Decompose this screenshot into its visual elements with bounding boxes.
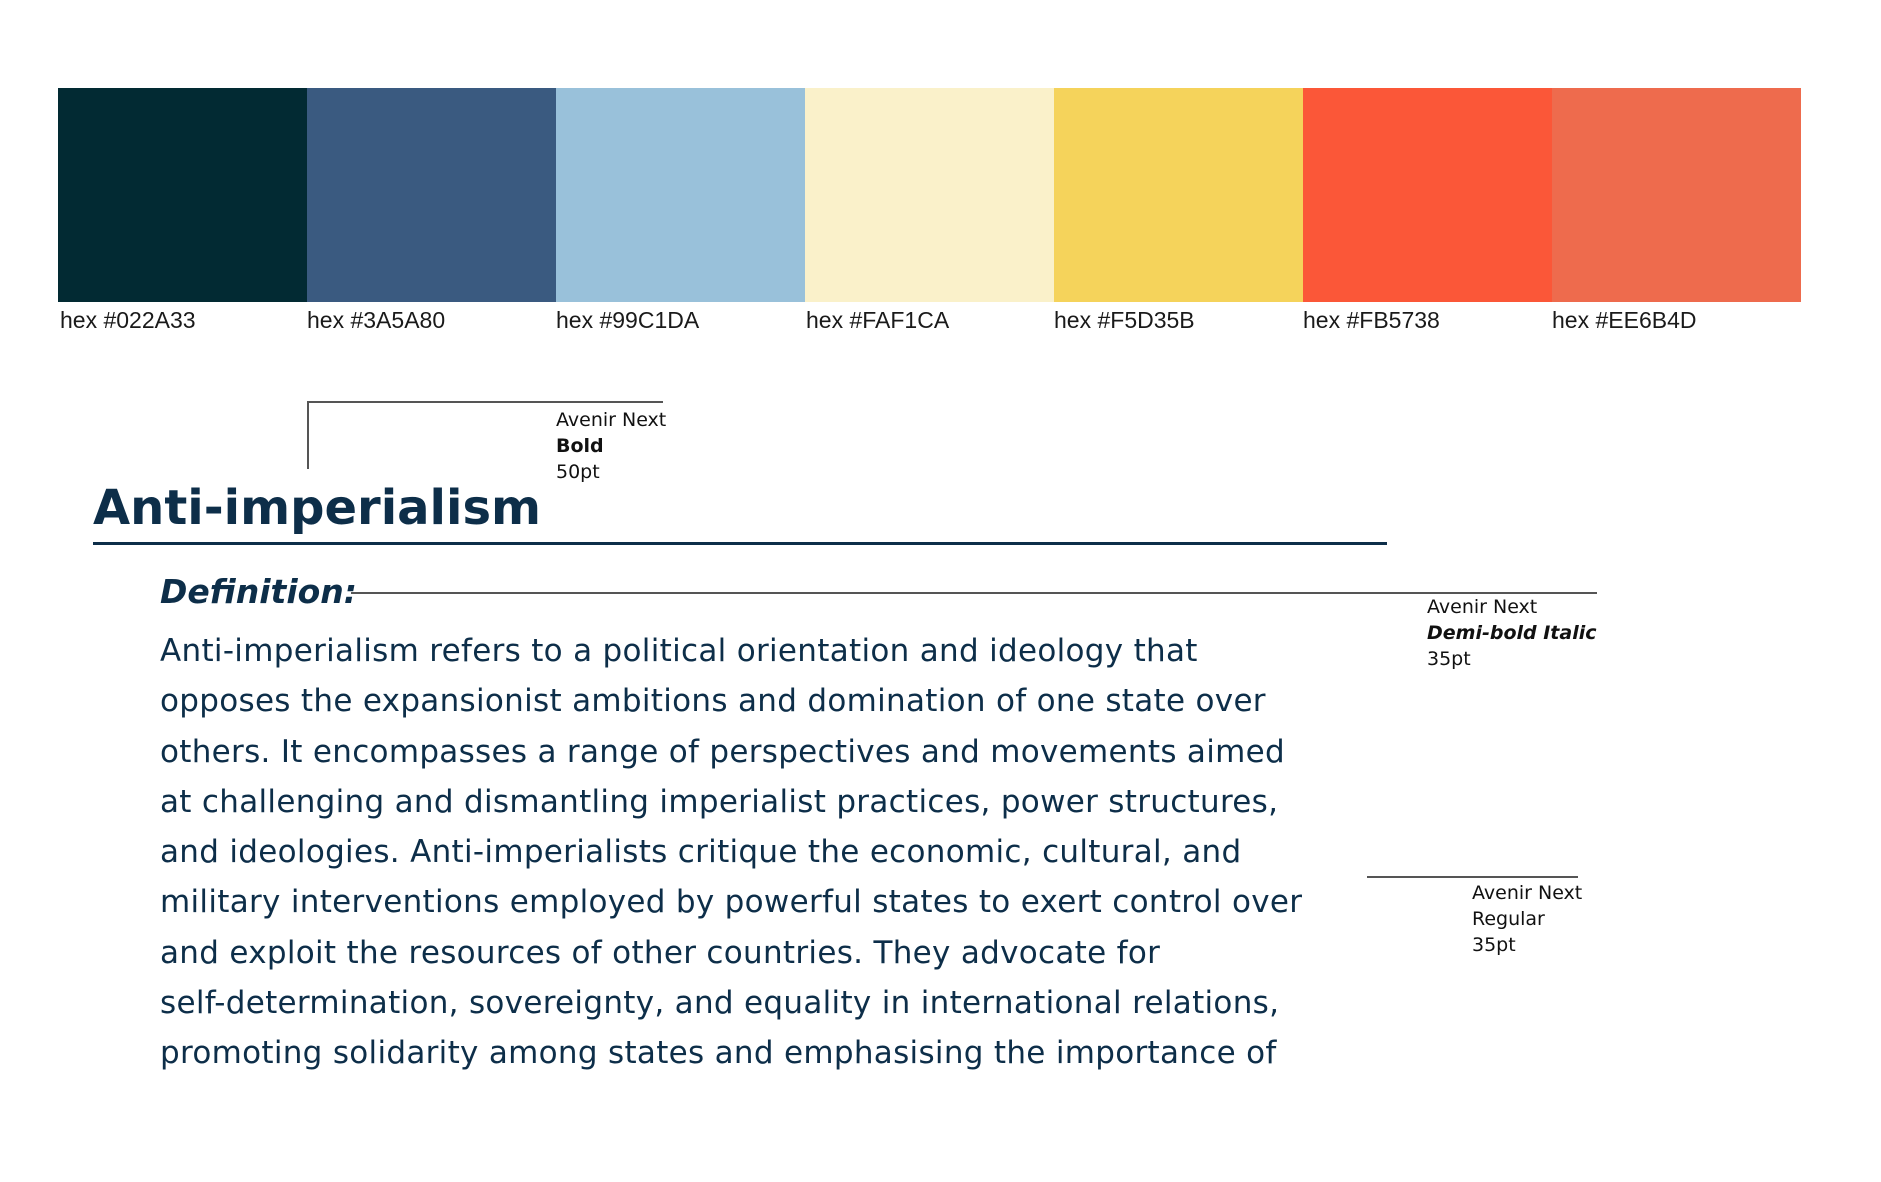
title-font-size: 50pt [556, 461, 600, 483]
title-font-family: Avenir Next [556, 409, 667, 431]
title-font-weight: Bold [556, 435, 604, 457]
body-line-9: promoting solidarity among states and em… [160, 1035, 1277, 1072]
page-title: Anti-imperialism [93, 480, 542, 536]
swatch-1 [58, 88, 307, 302]
definition-body: Anti-imperialism refers to a political o… [160, 626, 1400, 1079]
body-line-3: others. It encompasses a range of perspe… [160, 733, 1285, 770]
body-line-2: opposes the expansionist ambitions and d… [160, 683, 1266, 720]
hex-label-5: hex #F5D35B [1054, 307, 1195, 333]
body-font-size: 35pt [1472, 934, 1516, 956]
title-underline [93, 542, 1387, 545]
hex-label-2: hex #3A5A80 [307, 307, 446, 333]
body-line-8: self-determination, sovereignty, and equ… [160, 985, 1280, 1022]
body-font-weight: Regular [1472, 908, 1545, 930]
swatch-2 [307, 88, 556, 302]
title-annotation-vertical-line [307, 401, 309, 469]
hex-label-3: hex #99C1DA [556, 307, 700, 333]
hex-label-6: hex #FB5738 [1303, 307, 1440, 333]
title-font-annotation: Avenir Next Bold 50pt [556, 407, 666, 485]
body-font-annotation: Avenir Next Regular 35pt [1472, 880, 1582, 958]
body-line-5: and ideologies. Anti-imperialists critiq… [160, 834, 1242, 871]
subhead-font-weight: Demi-bold Italic [1427, 622, 1597, 644]
body-annotation-line [1367, 876, 1578, 878]
body-line-4: at challenging and dismantling imperiali… [160, 783, 1279, 820]
body-line-7: and exploit the resources of other count… [160, 934, 1161, 971]
subhead-font-annotation: Avenir Next Demi-bold Italic 35pt [1427, 594, 1597, 672]
subhead-font-family: Avenir Next [1427, 596, 1538, 618]
subhead-font-size: 35pt [1427, 648, 1471, 670]
hex-label-1: hex #022A33 [60, 307, 196, 333]
swatch-4 [805, 88, 1054, 302]
body-line-6: military interventions employed by power… [160, 884, 1303, 921]
title-annotation-horizontal-line [307, 401, 663, 403]
swatch-3 [556, 88, 805, 302]
swatch-5 [1054, 88, 1303, 302]
definition-heading: Definition: [160, 572, 358, 611]
swatch-6 [1303, 88, 1552, 302]
hex-label-7: hex #EE6B4D [1552, 307, 1697, 333]
definition-rule [351, 592, 1597, 594]
body-font-family: Avenir Next [1472, 882, 1583, 904]
body-line-1: Anti-imperialism refers to a political o… [160, 633, 1198, 669]
hex-label-4: hex #FAF1CA [806, 307, 950, 333]
swatch-7 [1552, 88, 1801, 302]
